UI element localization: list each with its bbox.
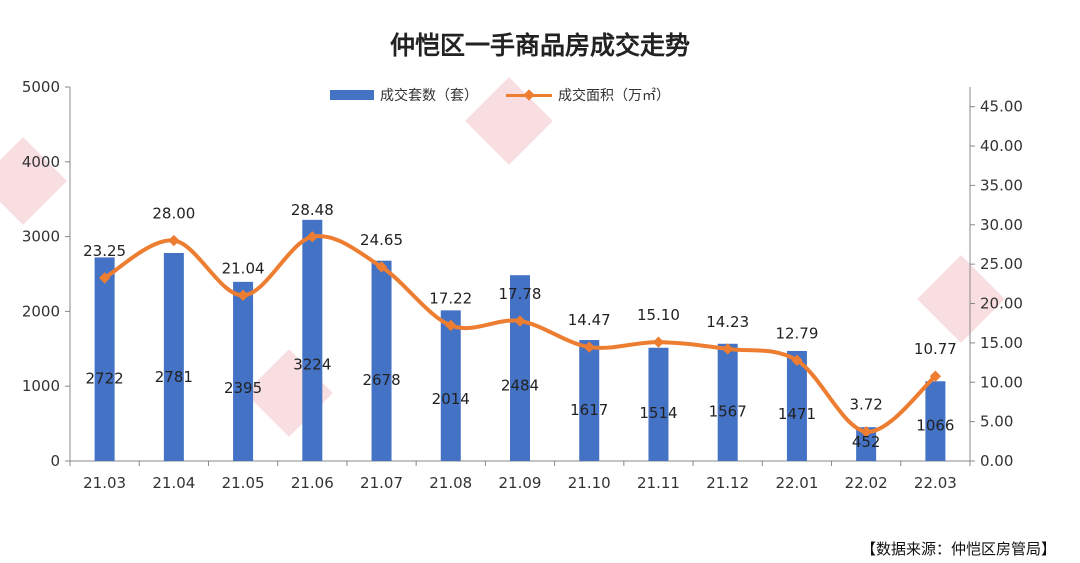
legend-item-bar: 成交套数（套） bbox=[330, 85, 478, 105]
x-tick-label: 22.03 bbox=[914, 474, 957, 492]
legend-line-label: 成交面积（万㎡） bbox=[558, 88, 670, 104]
line-point bbox=[445, 319, 457, 332]
bar bbox=[371, 260, 392, 461]
data-source-note: 【数据来源：仲恺区房管局】 bbox=[860, 540, 1056, 558]
bar bbox=[856, 427, 877, 461]
y-right-tick-label: 15.00 bbox=[980, 334, 1023, 352]
chart-title: 仲恺区一手商品房成交走势 bbox=[389, 31, 690, 60]
bar bbox=[163, 252, 184, 461]
chart-legend: 成交套数（套） 成交面积（万㎡） bbox=[330, 84, 670, 106]
line-data-label: 12.79 bbox=[775, 324, 818, 342]
line-data-label: 17.78 bbox=[499, 285, 542, 303]
line-data-label: 24.65 bbox=[360, 231, 403, 249]
bar-data-label: 2722 bbox=[86, 370, 124, 388]
bar bbox=[648, 347, 669, 461]
y-right-tick-label: 20.00 bbox=[980, 295, 1023, 313]
y-right-tick-label: 0.00 bbox=[980, 452, 1013, 470]
line-point bbox=[722, 343, 734, 355]
y-right-tick-label: 25.00 bbox=[980, 255, 1023, 273]
bar bbox=[302, 219, 323, 461]
y-left-tick-label: 3000 bbox=[22, 228, 60, 246]
bar-data-label: 2014 bbox=[432, 390, 470, 408]
bar-data-label: 1066 bbox=[916, 417, 954, 435]
x-tick-label: 22.02 bbox=[845, 474, 888, 492]
line-data-label: 28.00 bbox=[152, 205, 195, 223]
bar bbox=[94, 257, 115, 461]
x-tick-label: 21.06 bbox=[291, 474, 334, 492]
line-data-label: 10.77 bbox=[914, 340, 957, 358]
bar bbox=[510, 275, 530, 461]
line-data-label: 15.10 bbox=[637, 306, 680, 324]
line-point bbox=[652, 336, 665, 348]
line-data-label: 3.72 bbox=[849, 396, 882, 414]
bar bbox=[717, 343, 738, 461]
y-right-tick-label: 45.00 bbox=[980, 98, 1023, 116]
bar bbox=[233, 281, 254, 461]
bar-data-label: 1514 bbox=[639, 404, 677, 422]
y-right-tick-label: 5.00 bbox=[980, 413, 1013, 431]
bar-data-label: 2395 bbox=[224, 379, 262, 397]
y-left-tick-label: 1000 bbox=[22, 377, 60, 395]
bar-data-label: 2484 bbox=[501, 376, 539, 394]
legend-bar-swatch bbox=[330, 90, 374, 100]
line-point bbox=[791, 354, 803, 366]
y-right-tick-label: 40.00 bbox=[980, 137, 1023, 155]
line-data-label: 14.47 bbox=[568, 311, 611, 329]
bar-data-label: 2678 bbox=[362, 371, 400, 389]
x-tick-label: 22.01 bbox=[775, 474, 818, 492]
line-data-label: 14.23 bbox=[706, 313, 749, 331]
line-data-label: 21.04 bbox=[222, 259, 265, 277]
bar bbox=[440, 310, 461, 461]
bar-data-label: 1617 bbox=[570, 401, 608, 419]
x-tick-label: 21.12 bbox=[706, 474, 749, 492]
legend-item-line: 成交面积（万㎡） bbox=[506, 85, 670, 105]
x-tick-label: 21.08 bbox=[429, 474, 472, 492]
x-tick-label: 21.03 bbox=[83, 474, 126, 492]
bar-data-label: 1471 bbox=[778, 405, 816, 423]
line-data-label: 17.22 bbox=[429, 289, 472, 307]
bar-data-label: 452 bbox=[852, 433, 881, 451]
line-point bbox=[375, 261, 388, 273]
bar bbox=[925, 381, 946, 461]
legend-bar-label: 成交套数（套） bbox=[380, 88, 478, 104]
y-right-tick-label: 35.00 bbox=[980, 176, 1023, 194]
bar-data-label: 2781 bbox=[155, 368, 193, 386]
x-tick-label: 21.05 bbox=[222, 474, 265, 492]
x-tick-label: 21.09 bbox=[499, 474, 542, 492]
y-left-tick-label: 0 bbox=[50, 452, 60, 470]
y-left-tick-label: 4000 bbox=[22, 153, 60, 171]
line-point bbox=[168, 234, 180, 247]
line-point bbox=[237, 289, 249, 301]
y-left-tick-label: 5000 bbox=[22, 78, 60, 96]
line-point bbox=[514, 315, 526, 327]
line-point bbox=[583, 341, 595, 353]
legend-line-swatch bbox=[506, 90, 552, 100]
line-point bbox=[860, 426, 872, 438]
bar-data-label: 1567 bbox=[709, 402, 747, 420]
x-tick-label: 21.07 bbox=[360, 474, 403, 492]
bar bbox=[786, 350, 807, 461]
line-data-label: 28.48 bbox=[291, 201, 334, 219]
y-right-tick-label: 10.00 bbox=[980, 373, 1023, 391]
y-right-tick-label: 30.00 bbox=[980, 216, 1023, 234]
x-tick-label: 21.10 bbox=[568, 474, 611, 492]
bar bbox=[579, 340, 600, 461]
x-tick-label: 21.11 bbox=[637, 474, 680, 492]
line-point bbox=[306, 231, 318, 243]
y-left-tick-label: 2000 bbox=[22, 302, 60, 320]
bar-data-label: 3224 bbox=[293, 355, 331, 373]
line-data-label: 23.25 bbox=[83, 242, 126, 260]
x-tick-label: 21.04 bbox=[152, 474, 195, 492]
line-point bbox=[929, 370, 942, 382]
